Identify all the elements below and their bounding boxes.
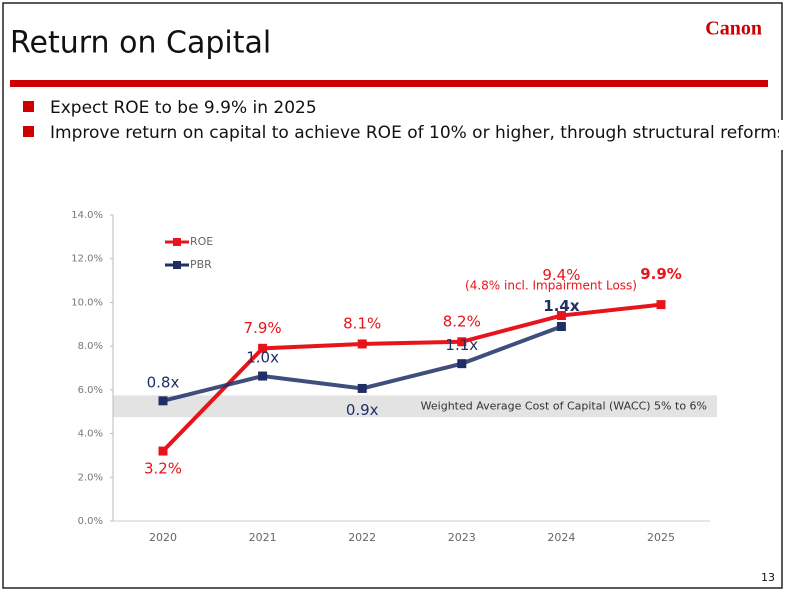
- wacc-band: [113, 395, 717, 418]
- bullet-icon: [23, 126, 34, 137]
- marker: [158, 446, 168, 456]
- data-label: 1.0x: [246, 349, 279, 367]
- marker: [158, 396, 168, 406]
- marker: [258, 343, 268, 353]
- x-tick-label: 2020: [149, 531, 177, 544]
- x-tick-label: 2024: [547, 531, 575, 544]
- marker: [258, 371, 268, 381]
- data-label: 1.4x: [543, 297, 580, 315]
- data-label: 3.2%: [144, 460, 182, 478]
- data-label: 0.8x: [147, 373, 180, 391]
- legend-label: PBR: [190, 258, 212, 271]
- marker: [556, 311, 566, 321]
- slide-title: Return on Capital: [10, 26, 271, 61]
- line: [161, 302, 662, 453]
- x-tick-label: 2025: [647, 531, 675, 544]
- marker: [656, 300, 666, 310]
- annotation: (4.8% incl. Impairment Loss): [465, 279, 637, 293]
- data-label: 8.2%: [443, 312, 481, 330]
- y-tick-label: 12.0%: [71, 254, 103, 265]
- marker: [457, 359, 467, 369]
- marker: [357, 339, 367, 349]
- bullet: Expect ROE to be 9.9% in 2025: [50, 98, 317, 118]
- y-tick-label: 2.0%: [78, 472, 103, 483]
- logo: Canon: [705, 18, 762, 40]
- marker: [357, 383, 367, 393]
- band-label: Weighted Average Cost of Capital (WACC) …: [421, 399, 707, 412]
- marker: [457, 337, 467, 347]
- data-label: 7.9%: [244, 319, 282, 337]
- data-label: 9.9%: [640, 265, 682, 283]
- x-tick-label: 2022: [348, 531, 376, 544]
- data-label: 9.4%: [542, 266, 580, 284]
- y-tick-label: 8.0%: [78, 341, 103, 352]
- legend-label: ROE: [190, 235, 213, 248]
- data-label: 1.1x: [445, 336, 478, 354]
- y-tick-label: 10.0%: [71, 297, 103, 308]
- page-number: 13: [761, 571, 775, 584]
- x-tick-label: 2023: [448, 531, 476, 544]
- y-tick-label: 14.0%: [71, 210, 103, 221]
- clip-mask: [779, 120, 785, 150]
- chart: Weighted Average Cost of Capital (WACC) …: [71, 210, 717, 544]
- marker: [556, 321, 566, 331]
- title-rule: [10, 80, 768, 87]
- bullet: Improve return on capital to achieve ROE…: [50, 123, 785, 143]
- bullet-icon: [23, 101, 34, 112]
- y-tick-label: 0.0%: [78, 516, 103, 527]
- legend-marker: [173, 261, 181, 269]
- legend-marker: [173, 238, 181, 246]
- x-tick-label: 2021: [249, 531, 277, 544]
- data-label: 8.1%: [343, 314, 381, 332]
- y-tick-label: 6.0%: [78, 385, 103, 396]
- y-tick-label: 4.0%: [78, 429, 103, 440]
- data-label: 0.9x: [346, 401, 379, 419]
